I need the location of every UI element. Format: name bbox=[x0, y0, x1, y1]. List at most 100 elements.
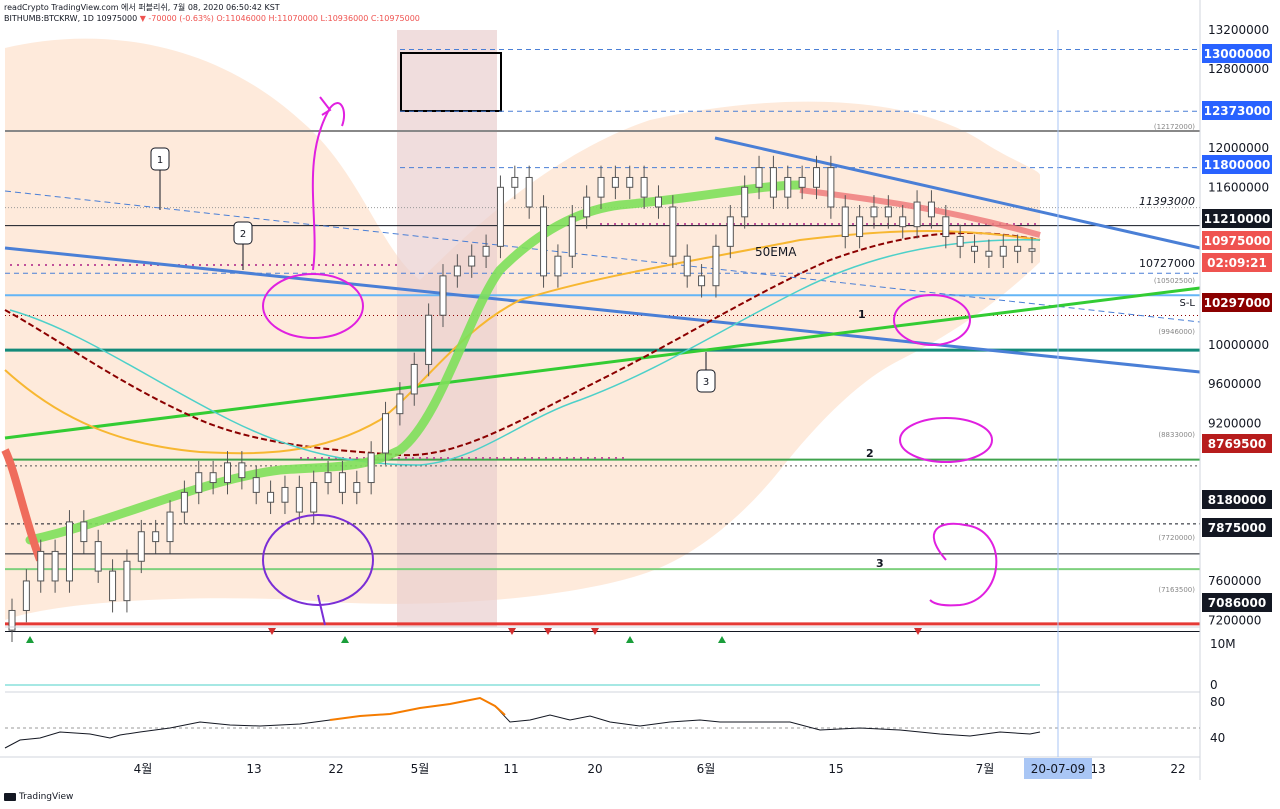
candle bbox=[899, 205, 907, 239]
candle bbox=[223, 451, 231, 495]
candle-body bbox=[22, 580, 30, 611]
volume-up-marker bbox=[341, 636, 349, 643]
candle bbox=[568, 205, 576, 268]
ema-label: 50EMA bbox=[755, 245, 797, 259]
price-tick-label: 9600000 bbox=[1208, 377, 1261, 391]
candle-body bbox=[698, 275, 706, 287]
candle bbox=[209, 460, 217, 495]
price-label: 02:09:21 bbox=[1207, 256, 1267, 270]
zone-label-3: 3 bbox=[876, 557, 884, 570]
ribbon-red-left bbox=[1, 448, 44, 562]
candle-body bbox=[741, 186, 749, 218]
price-tick-label: 10000000 bbox=[1208, 338, 1269, 352]
time-cursor-label: 20-07-09 bbox=[1031, 762, 1085, 776]
candle bbox=[152, 519, 160, 554]
candle-body bbox=[65, 521, 73, 582]
price-label-bg bbox=[1202, 593, 1272, 612]
callout-1-box bbox=[150, 147, 170, 171]
candle bbox=[884, 195, 892, 229]
volume-down-marker bbox=[508, 628, 516, 635]
candle-body bbox=[94, 541, 102, 572]
candle bbox=[267, 480, 275, 515]
candle bbox=[554, 244, 562, 288]
candle bbox=[295, 475, 303, 524]
candle-body bbox=[310, 482, 318, 513]
candle-body bbox=[554, 255, 562, 277]
candle-body bbox=[798, 176, 806, 188]
candle bbox=[999, 234, 1007, 268]
price-label-bg bbox=[1202, 101, 1272, 120]
candle bbox=[769, 155, 777, 209]
candle-body bbox=[209, 472, 217, 484]
price-tick-label: 9200000 bbox=[1208, 416, 1261, 430]
candle bbox=[985, 239, 993, 268]
candle bbox=[137, 519, 145, 574]
candle bbox=[453, 254, 461, 288]
callout-2-text: 2 bbox=[240, 229, 246, 240]
price-tick-label: 12000000 bbox=[1208, 141, 1269, 155]
candle bbox=[798, 165, 806, 200]
candle bbox=[856, 205, 864, 249]
candle-body bbox=[382, 413, 390, 454]
candle bbox=[956, 224, 964, 259]
candle-body bbox=[999, 245, 1007, 257]
price-label: 8180000 bbox=[1208, 493, 1266, 507]
candle bbox=[784, 165, 792, 209]
candle-body bbox=[123, 560, 131, 602]
candle-body bbox=[942, 216, 950, 238]
candle-body bbox=[496, 186, 504, 247]
candle-body bbox=[338, 472, 346, 493]
candle-body bbox=[971, 245, 979, 252]
candle-body bbox=[166, 511, 174, 543]
price-change: ▼ -70000 (-0.63%) bbox=[139, 14, 214, 23]
candle-body bbox=[683, 255, 691, 277]
candle bbox=[8, 598, 16, 642]
time-tick-label: 6월 bbox=[697, 762, 716, 776]
candle-body bbox=[540, 206, 548, 277]
candle bbox=[913, 190, 921, 239]
price-label: 7875000 bbox=[1208, 521, 1266, 535]
ma-long bbox=[4, 231, 1041, 457]
candle-body bbox=[295, 486, 303, 513]
candle bbox=[252, 465, 260, 505]
line-label-11393000: 11393000 bbox=[1139, 195, 1195, 208]
candle bbox=[1028, 237, 1036, 264]
candle bbox=[22, 569, 30, 623]
candles bbox=[8, 155, 1036, 642]
candle bbox=[726, 205, 734, 259]
candle-body bbox=[755, 167, 763, 188]
circle-magenta-1 bbox=[262, 273, 364, 339]
candle bbox=[324, 460, 332, 495]
candle-body bbox=[813, 167, 821, 188]
candle-body bbox=[626, 176, 634, 188]
tradingview-logo: TradingView bbox=[4, 792, 73, 802]
candle-body bbox=[597, 176, 605, 198]
candle-body bbox=[152, 531, 160, 543]
candle-body bbox=[712, 245, 720, 287]
price-label-bg bbox=[1202, 490, 1272, 509]
candle-body bbox=[1028, 248, 1036, 252]
price-label-bg bbox=[1202, 231, 1272, 250]
candle bbox=[525, 165, 533, 219]
trendline-green bbox=[4, 286, 1201, 440]
candle bbox=[396, 382, 404, 426]
circle-magenta-4 bbox=[929, 522, 998, 607]
volume-tick-0: 0 bbox=[1210, 678, 1218, 692]
candle-body bbox=[654, 196, 662, 208]
candle-body bbox=[669, 206, 677, 257]
price-tick-label: 7200000 bbox=[1208, 613, 1261, 627]
ribbon-green bbox=[25, 180, 805, 545]
price-label-bg bbox=[1202, 253, 1272, 272]
time-tick-label: 7월 bbox=[976, 762, 995, 776]
time-tick-label: 15 bbox=[828, 762, 843, 776]
candle-body bbox=[827, 167, 835, 208]
zone-label-1: 1 bbox=[858, 308, 866, 321]
candle-body bbox=[985, 250, 993, 257]
symbol-line: BITHUMB:BTCKRW, 1D 10975000 ▼ -70000 (-0… bbox=[4, 14, 420, 24]
candle-body bbox=[482, 245, 490, 257]
arrow-purple bbox=[317, 594, 326, 626]
volume-up-marker bbox=[718, 636, 726, 643]
candle bbox=[353, 470, 361, 505]
candle bbox=[482, 234, 490, 268]
